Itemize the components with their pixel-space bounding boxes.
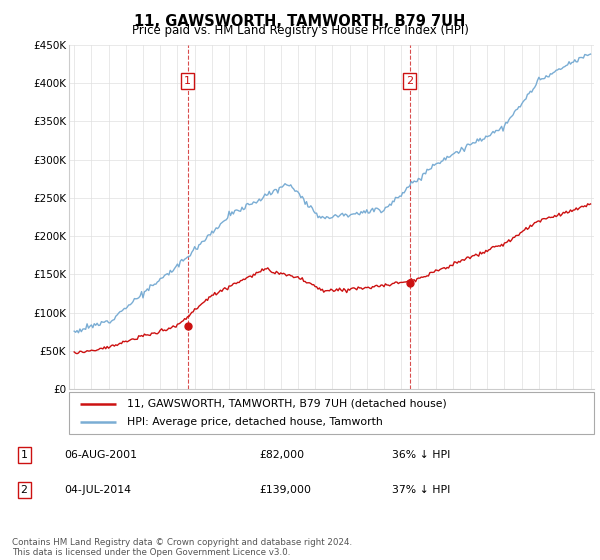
Text: 06-AUG-2001: 06-AUG-2001 [64, 450, 137, 460]
Text: 37% ↓ HPI: 37% ↓ HPI [392, 484, 451, 494]
Text: 2: 2 [406, 76, 413, 86]
Text: Contains HM Land Registry data © Crown copyright and database right 2024.
This d: Contains HM Land Registry data © Crown c… [12, 538, 352, 557]
Text: £82,000: £82,000 [260, 450, 305, 460]
Text: 11, GAWSWORTH, TAMWORTH, B79 7UH: 11, GAWSWORTH, TAMWORTH, B79 7UH [134, 14, 466, 29]
Text: HPI: Average price, detached house, Tamworth: HPI: Average price, detached house, Tamw… [127, 417, 383, 427]
Text: 1: 1 [184, 76, 191, 86]
Text: £139,000: £139,000 [260, 484, 311, 494]
Text: Price paid vs. HM Land Registry's House Price Index (HPI): Price paid vs. HM Land Registry's House … [131, 24, 469, 37]
Text: 1: 1 [20, 450, 28, 460]
Text: 04-JUL-2014: 04-JUL-2014 [64, 484, 131, 494]
Text: 36% ↓ HPI: 36% ↓ HPI [392, 450, 451, 460]
Text: 11, GAWSWORTH, TAMWORTH, B79 7UH (detached house): 11, GAWSWORTH, TAMWORTH, B79 7UH (detach… [127, 399, 446, 409]
Text: 2: 2 [20, 484, 28, 494]
FancyBboxPatch shape [69, 392, 594, 434]
